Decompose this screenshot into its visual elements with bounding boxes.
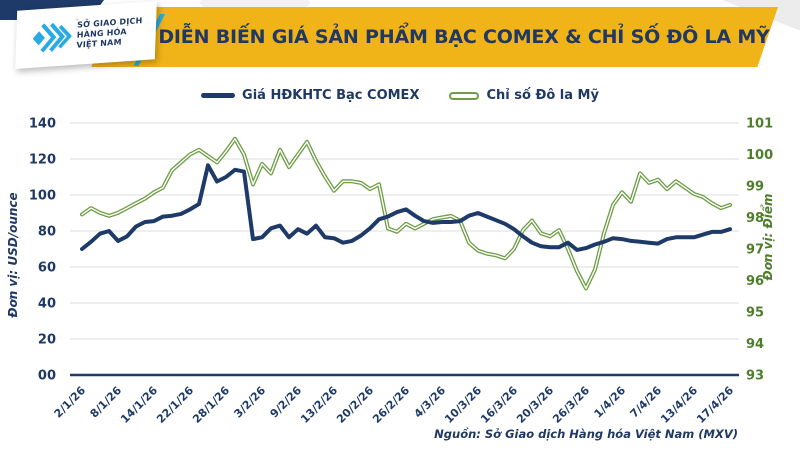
gridlines [70,122,739,340]
x-axis-tick-label: 13/2/26 [298,384,340,426]
page-title: DIỄN BIẾN GIÁ SẢN PHẨM BẠC COMEX & CHỈ S… [158,26,770,48]
x-axis-tick-label: 20/2/26 [334,384,376,426]
source-note: Nguồn: Sở Giao dịch Hàng hóa Việt Nam (M… [434,427,738,441]
legend-label-silver: Giá HĐKHTC Bạc COMEX [242,88,420,103]
right-axis-tick-label: 94 [746,337,764,352]
dollar-line-marker [449,91,480,100]
x-axis-tick-label: 14/1/26 [118,384,160,426]
right-axis-tick-label: 96 [746,274,764,289]
left-axis-title: Đơn vị: USD/ounce [6,192,20,318]
legend-label-dollar: Chỉ số Đô la Mỹ [486,88,599,103]
right-axis-tick-labels: 101 100 99 98 97 96 95 94 93 [746,117,773,384]
x-axis-tick-label: 3/2/26 [232,384,269,421]
right-axis-tick-label: 93 [746,369,764,384]
left-axis-tick-label: 60 [38,261,56,276]
left-axis-tick-label: 40 [38,297,56,312]
left-axis-tick-label: 80 [38,225,56,240]
left-axis-tick-label: 140 [29,117,56,132]
x-axis-tick-label: 26/3/26 [550,384,592,426]
x-axis-tick-label: 13/4/26 [658,384,700,426]
right-axis-tick-label: 97 [746,243,764,258]
silver-price-line [80,163,732,252]
legend-item-dollar: Chỉ số Đô la Mỹ [449,88,599,103]
x-axis-tick-label: 20/3/26 [514,384,556,426]
right-axis-tick-label: 99 [746,180,764,195]
x-axis-tick-label: 2/1/26 [52,384,89,421]
x-axis-tick-label: 16/3/26 [478,384,520,426]
left-axis-tick-label: 00 [38,369,56,384]
chart-legend: Giá HĐKHTC Bạc COMEX Chỉ số Đô la Mỹ [0,88,800,103]
right-axis-tick-label: 100 [746,148,773,163]
x-axis-tick-label: 28/1/26 [190,384,232,426]
left-axis-tick-label: 100 [29,189,56,204]
right-axis-tick-label: 98 [746,211,764,226]
silver-line-marker [201,93,236,98]
right-axis-tick-label: 101 [746,117,773,132]
x-axis-tick-label: 22/1/26 [154,384,196,426]
left-axis-tick-labels: 140 120 100 80 60 40 20 00 [29,117,56,384]
mxv-logo: ™ SỞ GIAO DỊCH HÀNG HÓA VIỆT NAM [15,0,157,70]
left-axis-tick-label: 120 [29,153,56,168]
x-axis-tick-label: 17/4/26 [694,384,736,426]
x-axis-tick-label: 1/4/26 [592,384,629,421]
right-axis-tick-label: 95 [746,306,764,321]
x-axis-tick-label: 26/2/26 [370,384,412,426]
mxv-diamond-icon [32,22,72,53]
left-axis-tick-label: 20 [38,333,56,348]
x-axis-tick-label: 10/3/26 [442,384,484,426]
right-axis-title: Đơn vị: Điểm [760,194,775,282]
dollar-index-line-core [81,138,731,290]
legend-item-silver: Giá HĐKHTC Bạc COMEX [201,88,419,103]
